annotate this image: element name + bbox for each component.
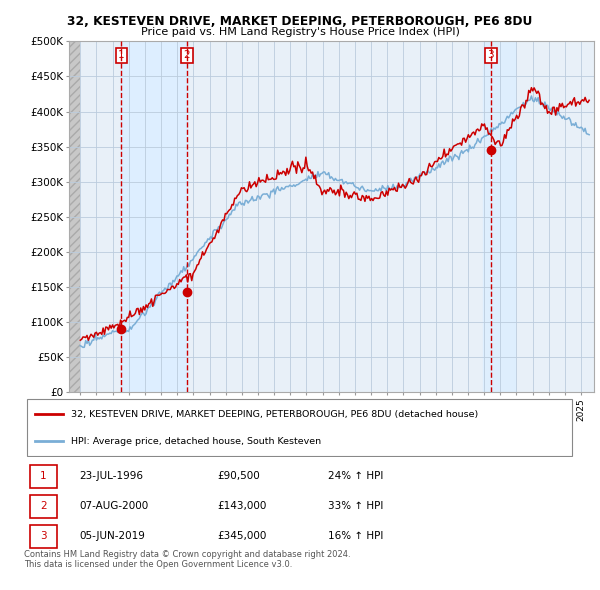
FancyBboxPatch shape — [27, 399, 572, 456]
Text: £90,500: £90,500 — [217, 471, 260, 481]
FancyBboxPatch shape — [29, 465, 57, 487]
Text: £345,000: £345,000 — [217, 532, 266, 541]
Text: 2: 2 — [184, 50, 190, 60]
Text: 07-AUG-2000: 07-AUG-2000 — [79, 502, 148, 511]
Text: Contains HM Land Registry data © Crown copyright and database right 2024.
This d: Contains HM Land Registry data © Crown c… — [24, 550, 350, 569]
Text: 2: 2 — [40, 502, 47, 511]
Bar — [187, 41, 491, 392]
Text: 3: 3 — [488, 50, 494, 60]
Bar — [121, 41, 187, 392]
Text: 32, KESTEVEN DRIVE, MARKET DEEPING, PETERBOROUGH, PE6 8DU: 32, KESTEVEN DRIVE, MARKET DEEPING, PETE… — [67, 15, 533, 28]
Text: 32, KESTEVEN DRIVE, MARKET DEEPING, PETERBOROUGH, PE6 8DU (detached house): 32, KESTEVEN DRIVE, MARKET DEEPING, PETE… — [71, 409, 478, 419]
FancyBboxPatch shape — [29, 525, 57, 548]
Bar — [121, 41, 187, 392]
Text: 24% ↑ HPI: 24% ↑ HPI — [328, 471, 383, 481]
Text: £143,000: £143,000 — [217, 502, 266, 511]
Text: 1: 1 — [40, 471, 47, 481]
Text: 1: 1 — [118, 50, 125, 60]
Text: 05-JUN-2019: 05-JUN-2019 — [79, 532, 145, 541]
Bar — [483, 41, 515, 392]
Text: 23-JUL-1996: 23-JUL-1996 — [79, 471, 143, 481]
Text: Price paid vs. HM Land Registry's House Price Index (HPI): Price paid vs. HM Land Registry's House … — [140, 27, 460, 37]
Text: 16% ↑ HPI: 16% ↑ HPI — [328, 532, 383, 541]
Text: 33% ↑ HPI: 33% ↑ HPI — [328, 502, 383, 511]
Text: 3: 3 — [40, 532, 47, 541]
Text: HPI: Average price, detached house, South Kesteven: HPI: Average price, detached house, Sout… — [71, 437, 321, 446]
FancyBboxPatch shape — [29, 494, 57, 518]
